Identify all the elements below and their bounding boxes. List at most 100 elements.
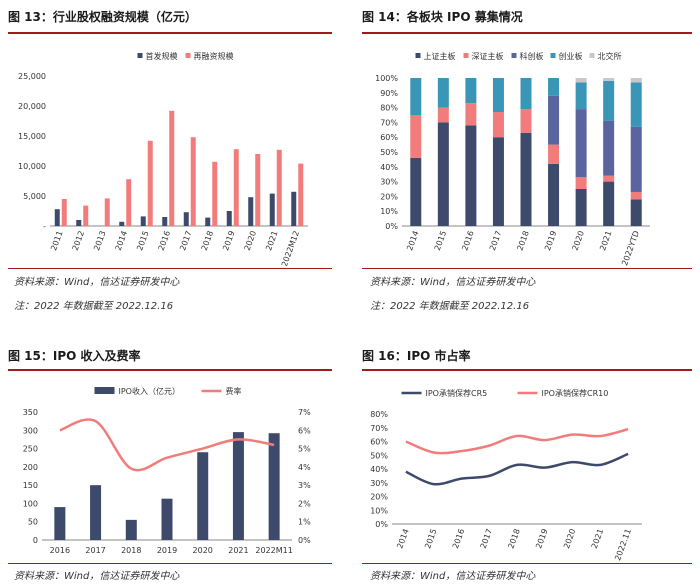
series-line-cr5 bbox=[405, 452, 629, 486]
y-right-tick-label: 4% bbox=[298, 463, 311, 472]
bar-segment bbox=[437, 107, 449, 123]
bar-segment bbox=[410, 115, 422, 158]
x-tick-label: 2019 bbox=[543, 230, 558, 252]
bar bbox=[232, 432, 244, 540]
legend-label: 深证主板 bbox=[472, 51, 504, 61]
legend-label: 再融资规模 bbox=[194, 51, 234, 61]
x-tick-label: 2020 bbox=[243, 230, 258, 252]
x-tick-label: 2015 bbox=[423, 528, 438, 550]
x-tick-label: 2016 bbox=[50, 546, 70, 555]
bar bbox=[54, 507, 66, 540]
bar-segment bbox=[630, 82, 642, 127]
bar bbox=[119, 221, 125, 226]
bar bbox=[61, 199, 67, 226]
y-tick-label: 0% bbox=[375, 520, 388, 529]
bar bbox=[197, 452, 209, 540]
chart-15-bottom-rule bbox=[8, 563, 332, 564]
x-tick-label: 2012 bbox=[71, 230, 86, 252]
y-tick-label: 5,000 bbox=[23, 192, 46, 201]
chart-15-plot: IPO收入（亿元） 费率 0 50 100 150 200 250 300 350 0% 1% 2% 3%… bbox=[23, 386, 311, 555]
legend-swatch bbox=[511, 53, 517, 58]
y-left-tick-label: 200 bbox=[23, 463, 38, 472]
bar-segment bbox=[465, 125, 477, 226]
bar bbox=[76, 220, 82, 226]
x-tick-label: 2014 bbox=[395, 528, 410, 550]
chart-16-title: 图 16：IPO 市占率 bbox=[362, 349, 471, 363]
bar-segment bbox=[548, 78, 560, 96]
bar-segment bbox=[603, 120, 615, 176]
x-tick-label: 2016 bbox=[157, 230, 172, 252]
legend-label: IPO承销保荐CR5 bbox=[426, 388, 488, 398]
x-tick-label: 2017 bbox=[85, 546, 105, 555]
bar-segment bbox=[548, 95, 560, 145]
bar-segment bbox=[575, 82, 587, 110]
y-tick-label: 40% bbox=[370, 465, 388, 474]
legend-label: 首发规模 bbox=[146, 51, 178, 61]
y-tick-label: 100% bbox=[375, 74, 398, 83]
bar-segment bbox=[548, 163, 560, 226]
bar-segment bbox=[465, 103, 477, 126]
chart-14-note: 注：2022 年数据截至 2022.12.16 bbox=[370, 301, 530, 312]
y-right-tick-label: 1% bbox=[298, 518, 311, 527]
chart-14-bottom-rule bbox=[362, 268, 692, 269]
x-tick-label: 2020 bbox=[562, 528, 577, 550]
bar bbox=[126, 179, 132, 226]
y-left-tick-label: 0 bbox=[33, 536, 38, 545]
x-tick-label: 2019 bbox=[221, 230, 236, 252]
bar bbox=[83, 205, 89, 226]
bar-segment bbox=[437, 122, 449, 226]
x-tick-label: 2016 bbox=[460, 230, 475, 252]
legend-label: 科创板 bbox=[520, 51, 544, 61]
y-tick-label: 80% bbox=[380, 104, 398, 113]
y-tick-label: 0% bbox=[385, 222, 398, 231]
bar-segment bbox=[630, 78, 642, 83]
y-left-tick-label: 100 bbox=[23, 499, 38, 508]
legend-label: 北交所 bbox=[598, 51, 622, 61]
x-tick-label: 2021 bbox=[264, 230, 279, 252]
legend-label: 创业板 bbox=[559, 51, 583, 61]
legend-label: IPO承销保荐CR10 bbox=[542, 388, 609, 398]
y-tick-label: 80% bbox=[370, 410, 388, 419]
y-tick-label: 60% bbox=[370, 438, 388, 447]
x-tick-label: 2019 bbox=[157, 546, 177, 555]
bar bbox=[205, 217, 211, 226]
y-tick-label: 25,000 bbox=[18, 72, 46, 81]
bar bbox=[90, 485, 102, 540]
bar-segment bbox=[465, 78, 477, 104]
x-tick-label: 2021 bbox=[228, 546, 248, 555]
chart-13-title-rule bbox=[8, 32, 332, 34]
x-tick-label: 2018 bbox=[506, 528, 521, 550]
bar-segment bbox=[492, 78, 504, 113]
bar bbox=[54, 209, 60, 226]
bar bbox=[125, 519, 137, 540]
x-tick-label: 2018 bbox=[200, 230, 215, 252]
y-tick-label: 30% bbox=[380, 178, 398, 187]
bar-segment bbox=[603, 78, 615, 81]
y-left-tick-label: 350 bbox=[23, 408, 38, 417]
x-tick-label: 2020 bbox=[193, 546, 213, 555]
x-tick-label: 2020 bbox=[571, 230, 586, 252]
bar bbox=[269, 193, 275, 226]
bar-segment bbox=[575, 78, 587, 83]
chart-14-source: 资料来源：Wind，信达证券研发中心 bbox=[370, 277, 536, 288]
chart-16-title-rule bbox=[362, 369, 692, 371]
bar bbox=[190, 137, 196, 226]
chart-15-source: 资料来源：Wind，信达证券研发中心 bbox=[14, 571, 180, 582]
y-left-tick-label: 150 bbox=[23, 481, 38, 490]
y-tick-label: 10% bbox=[370, 506, 388, 515]
bar-segment bbox=[492, 112, 504, 138]
y-tick-label: 60% bbox=[380, 133, 398, 142]
chart-14-title-rule bbox=[362, 32, 692, 34]
legend-swatch bbox=[415, 53, 421, 58]
chart-13-note: 注：2022 年数据截至 2022.12.16 bbox=[14, 301, 174, 312]
x-tick-label: 2021 bbox=[598, 230, 613, 252]
chart-13-plot: 首发规模 再融资规模 - 5,000 10,000 15,000 20,000 25,000 2… bbox=[18, 51, 308, 266]
x-tick-label: 2022.11 bbox=[613, 528, 633, 562]
bar-segment bbox=[630, 199, 642, 226]
bar-segment bbox=[410, 78, 422, 115]
legend-label: IPO收入（亿元） bbox=[119, 386, 180, 396]
legend-swatch bbox=[185, 53, 191, 58]
x-tick-label: 2022YTD bbox=[620, 230, 641, 266]
x-tick-label: 2018 bbox=[515, 230, 530, 252]
y-left-tick-label: 50 bbox=[28, 518, 38, 527]
